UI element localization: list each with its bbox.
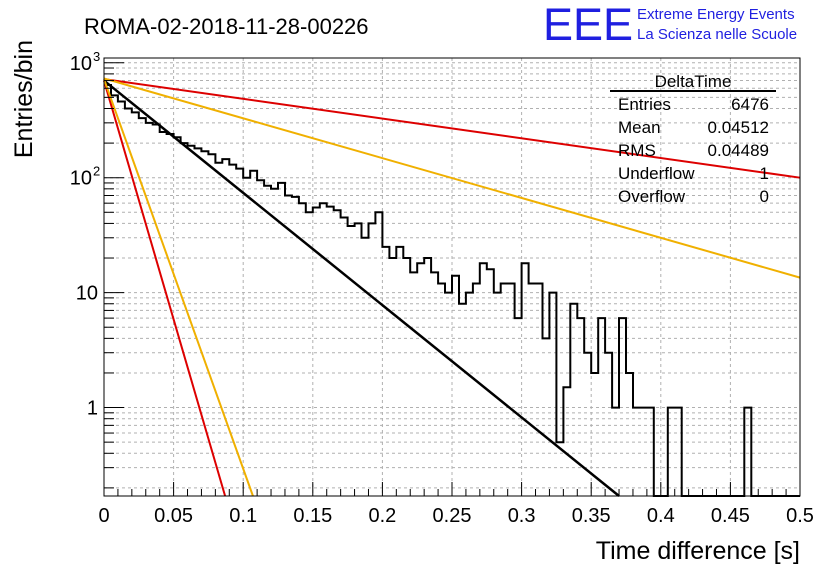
reference-line (103, 77, 801, 279)
x-tick-label: 0.4 (647, 505, 675, 527)
grid-lines (104, 58, 800, 496)
stats-row-label: RMS (618, 141, 656, 160)
histogram-outline (104, 84, 800, 497)
stats-row-value: 0 (760, 187, 769, 206)
stats-row-value: 1 (760, 164, 769, 183)
x-tick-label: 0 (98, 505, 109, 527)
x-tick-label: 0.05 (154, 505, 193, 527)
x-tick-label: 0.35 (572, 505, 611, 527)
x-tick-label: 0.2 (368, 505, 396, 527)
x-tick-label: 0.45 (711, 505, 750, 527)
x-axis-label: Time difference [s] (596, 537, 800, 565)
y-tick-label: 10 (70, 53, 92, 75)
x-axis: 0 0.05 0.1 0.15 0.2 0.25 0.3 0.35 0.4 0.45 0.5 (98, 482, 814, 527)
y-tick-label-exponent: 2 (93, 164, 100, 179)
stats-row-label: Overflow (618, 187, 686, 206)
stats-row-value: 6476 (731, 95, 769, 114)
eee-logo-line2: La Scienza nelle Scuole (637, 26, 797, 43)
stats-row-value: 0.04512 (708, 118, 769, 137)
stats-box: DeltaTime Entries 6476 Mean 0.04512 RMS 0.044… (610, 72, 776, 206)
x-tick-label: 0.3 (508, 505, 536, 527)
fit-lines (103, 77, 801, 497)
y-tick-label-exponent: 3 (93, 49, 100, 64)
x-tick-label: 0.25 (433, 505, 472, 527)
reference-line (103, 78, 254, 497)
x-tick-label: 0.5 (786, 505, 814, 527)
stats-box-title: DeltaTime (655, 72, 732, 91)
eee-logo: EEE Extreme Energy Events La Scienza nel… (543, 0, 797, 50)
stats-row-label: Underflow (618, 164, 695, 183)
y-tick-label: 10 (70, 168, 92, 190)
x-tick-label: 0.1 (229, 505, 257, 527)
histogram (104, 84, 800, 497)
y-tick-label: 1 (87, 398, 98, 420)
x-tick-label: 0.15 (293, 505, 332, 527)
stats-row-value: 0.04489 (708, 141, 769, 160)
reference-line (103, 78, 801, 179)
stats-row-label: Entries (618, 95, 671, 114)
reference-line (103, 80, 227, 497)
y-axis-label: Entries/bin (10, 40, 38, 158)
fit-curve (103, 79, 620, 497)
stats-row-label: Mean (618, 118, 661, 137)
eee-logo-mark: EEE (543, 0, 633, 50)
chart-title: ROMA-02-2018-11-28-00226 (84, 14, 369, 39)
stats-box-rows: Entries 6476 Mean 0.04512 RMS 0.04489 Underflo… (618, 95, 769, 206)
eee-logo-line1: Extreme Energy Events (637, 6, 795, 23)
y-tick-label: 10 (76, 283, 98, 305)
